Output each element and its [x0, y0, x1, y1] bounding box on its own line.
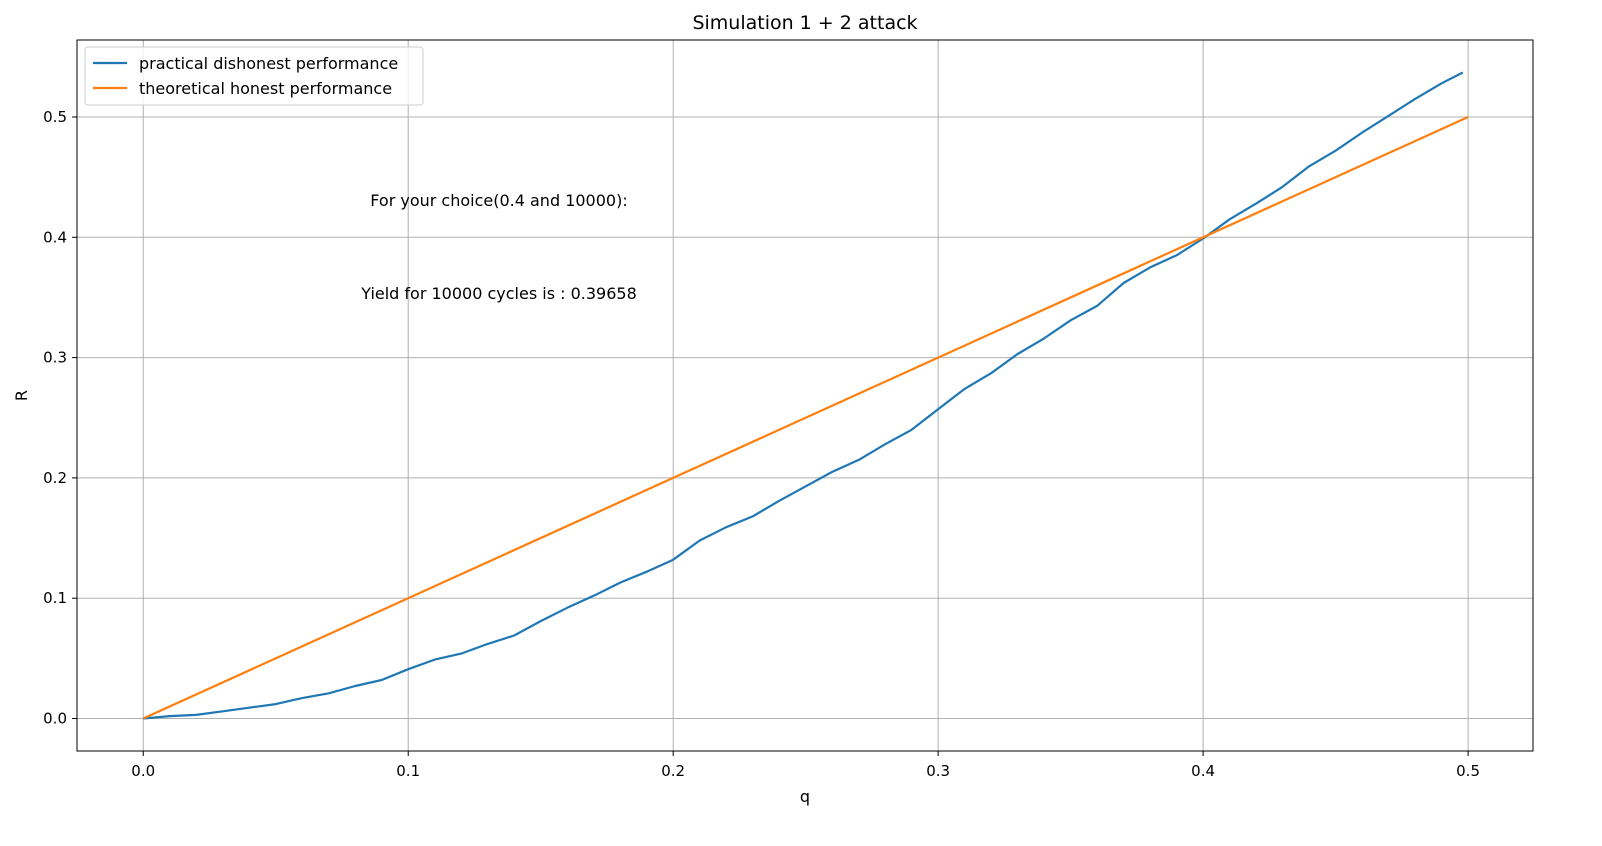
- annotation-choice: For your choice(0.4 and 10000):: [370, 191, 627, 210]
- chart-title: Simulation 1 + 2 attack: [692, 12, 917, 34]
- legend-entry-theoretical: theoretical honest performance: [139, 79, 392, 98]
- plot-frame: [76, 39, 1534, 752]
- legend-box: [84, 46, 424, 106]
- y-tick-label: 0.0: [43, 710, 67, 728]
- x-tick-label: 0.5: [1456, 762, 1480, 780]
- annotation-yield: Yield for 10000 cycles is : 0.39658: [360, 284, 637, 303]
- y-tick-label: 0.2: [43, 469, 67, 487]
- y-tick-label: 0.5: [43, 108, 67, 126]
- series-line-practical: [143, 71, 1464, 720]
- x-tick-label: 0.2: [661, 762, 685, 780]
- y-axis-label: R: [12, 390, 31, 401]
- y-tick-label: 0.1: [43, 589, 67, 607]
- x-tick-label: 0.1: [396, 762, 420, 780]
- series-line-theoretical: [142, 115, 1469, 720]
- tick-layer: 0.0 0.1 0.2 0.3 0.4 0.5 0.0 0.1 0.2 0.3 0.4 0.5: [43, 108, 1480, 780]
- legend-entry-practical: practical dishonest performance: [139, 54, 398, 73]
- series-layer: [142, 71, 1469, 720]
- legend: practical dishonest performance theoreti…: [84, 46, 424, 106]
- x-axis-label: q: [800, 787, 810, 806]
- x-tick-label: 0.0: [131, 762, 155, 780]
- grid-lines: [77, 40, 1533, 751]
- x-tick-label: 0.4: [1191, 762, 1215, 780]
- y-tick-label: 0.3: [43, 349, 67, 367]
- x-tick-label: 0.3: [926, 762, 950, 780]
- y-tick-label: 0.4: [43, 228, 67, 246]
